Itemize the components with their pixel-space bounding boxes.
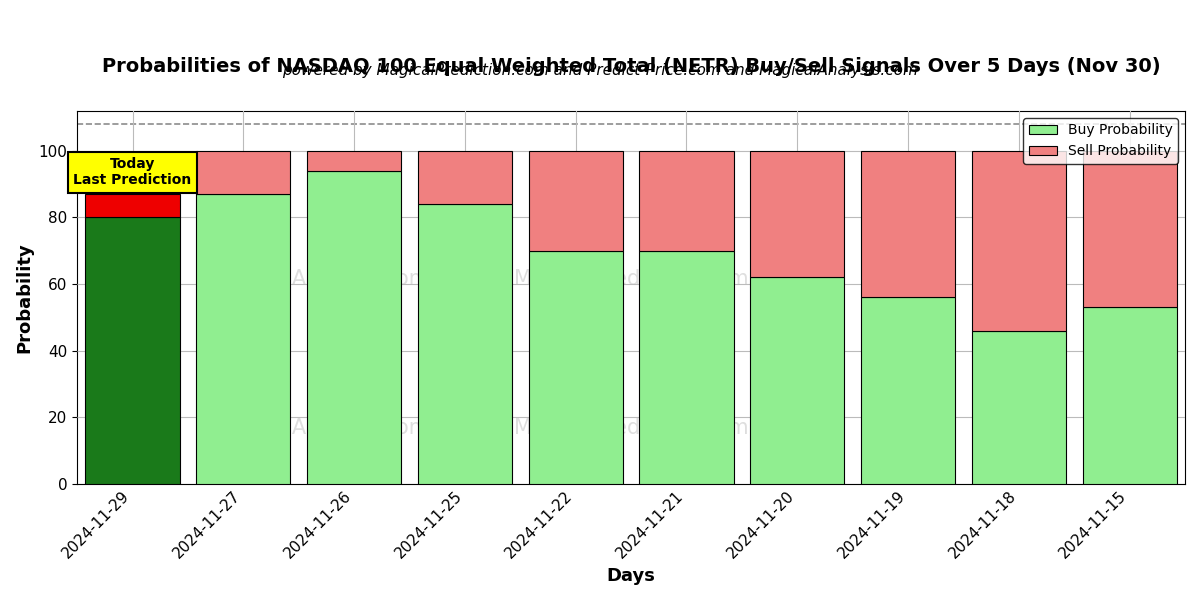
Text: MagicalPrediction.com: MagicalPrediction.com: [514, 269, 749, 289]
Bar: [860, 297, 955, 484]
Bar: [640, 251, 733, 484]
Bar: [1082, 307, 1177, 484]
Bar: [418, 204, 512, 484]
Bar: [640, 151, 733, 251]
Bar: [85, 217, 180, 484]
Bar: [307, 151, 401, 171]
Y-axis label: Probability: Probability: [14, 242, 32, 353]
Bar: [197, 151, 290, 194]
Text: Today
Last Prediction: Today Last Prediction: [73, 157, 192, 187]
Bar: [1082, 151, 1177, 307]
Bar: [197, 194, 290, 484]
Bar: [418, 151, 512, 204]
Title: Probabilities of NASDAQ 100 Equal Weighted Total (NETR) Buy/Sell Signals Over 5 : Probabilities of NASDAQ 100 Equal Weight…: [102, 57, 1160, 76]
Text: MagicalPrediction.com: MagicalPrediction.com: [514, 418, 749, 438]
Bar: [307, 171, 401, 484]
Text: MagicalAnalysis.com: MagicalAnalysis.com: [212, 269, 430, 289]
Bar: [85, 194, 180, 217]
Bar: [750, 151, 845, 277]
Bar: [972, 331, 1066, 484]
Bar: [750, 277, 845, 484]
Bar: [860, 151, 955, 297]
Text: MagicalAnalysis.com: MagicalAnalysis.com: [212, 418, 430, 438]
Bar: [529, 251, 623, 484]
X-axis label: Days: Days: [607, 567, 655, 585]
Text: powered by MagicalPrediction.com and Predict-Price.com and MagicalAnalysis.com: powered by MagicalPrediction.com and Pre…: [282, 63, 918, 78]
Bar: [972, 151, 1066, 331]
Bar: [529, 151, 623, 251]
Legend: Buy Probability, Sell Probability: Buy Probability, Sell Probability: [1024, 118, 1178, 164]
